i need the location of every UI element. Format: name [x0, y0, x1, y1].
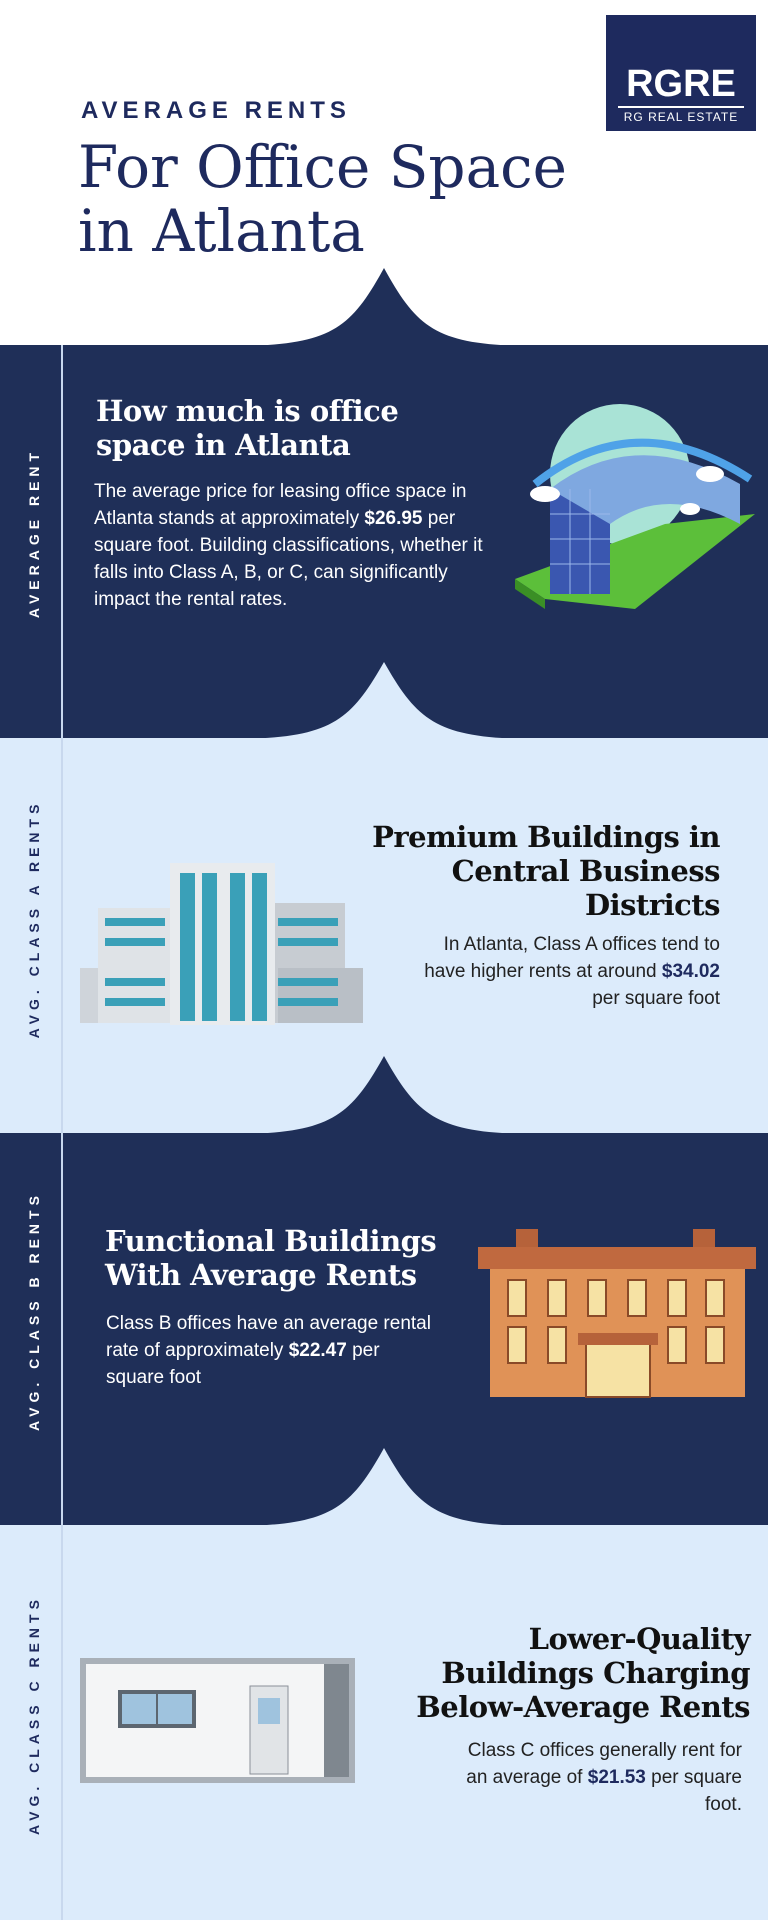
section-label: AVG. CLASS A RENTS — [26, 799, 42, 1039]
logo-mark: RGRE — [626, 63, 736, 105]
section-body: In Atlanta, Class A offices tend to have… — [424, 934, 720, 1009]
logo-subtitle: RG REAL ESTATE — [618, 106, 744, 124]
section-heading: Premium Buildings in Central Business Dist… — [372, 820, 720, 922]
brick-building-illustration — [478, 1229, 756, 1398]
section-heading: Lower-Quality Buildings Charging Below-Ave… — [416, 1622, 750, 1724]
price: $21.53 — [587, 1767, 646, 1788]
title-line-2: in Atlanta — [78, 197, 365, 265]
kicker: AVERAGE RENTS — [81, 97, 351, 124]
section-body: Class B offices have an average rental r… — [106, 1313, 431, 1388]
portable-office-container-illustration — [80, 1658, 355, 1783]
section-body: Class C offices generally rent for an av… — [466, 1740, 742, 1815]
price: $34.02 — [661, 961, 720, 982]
section-label: AVERAGE RENT — [26, 447, 42, 619]
price: $22.47 — [288, 1340, 347, 1361]
glass-highrise-building-illustration — [80, 863, 363, 1025]
section-label: AVG. CLASS C RENTS — [26, 1595, 42, 1835]
price: $26.95 — [364, 508, 423, 529]
section-body: The average price for leasing office spa… — [94, 481, 483, 610]
logo: RGRE RG REAL ESTATE — [606, 15, 756, 131]
curved-glass-office-building-illustration — [515, 404, 755, 609]
section-heading: How much is office space in Atlanta — [96, 394, 399, 462]
section-heading: Functional Buildings With Average Rents — [105, 1224, 437, 1292]
section-label: AVG. CLASS B RENTS — [26, 1191, 42, 1431]
timeline-line — [61, 345, 63, 1920]
title-line-1: For Office Space — [78, 133, 567, 201]
